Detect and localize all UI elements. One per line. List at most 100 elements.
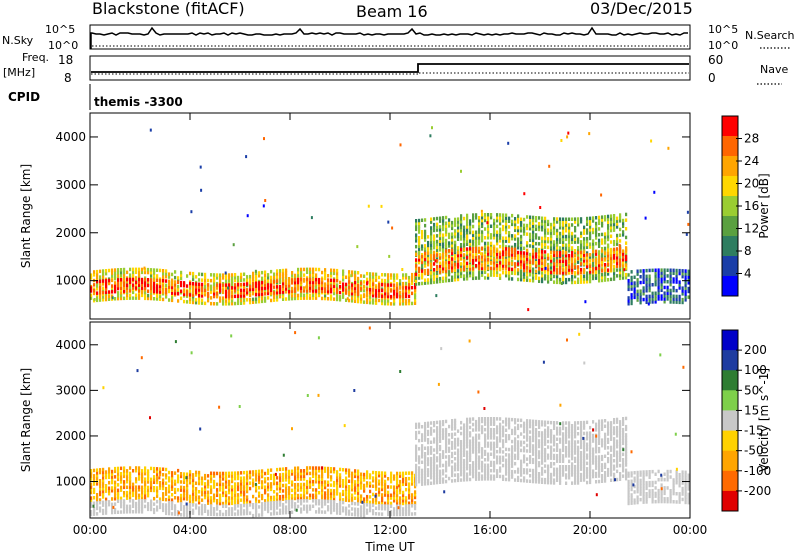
power-cell [375,298,378,302]
power-cell [114,284,117,288]
power-cell [460,266,463,270]
power-cell [559,240,562,244]
velocity-cell [511,428,514,433]
velocity-cell [430,467,433,472]
power-cell [387,302,390,306]
power-cell [99,269,102,274]
power-cell [421,253,424,257]
power-cell [520,249,523,253]
velocity-cell [520,459,523,464]
power-cell [448,272,451,277]
power-cell [445,233,448,237]
power-cell [294,296,297,301]
power-cell [580,280,583,284]
velocity-cell [222,477,225,481]
velocity-cell [336,473,339,477]
velocity-cell [520,432,523,436]
velocity-cell [378,482,381,486]
power-cell [532,233,535,237]
velocity-cell [415,482,418,487]
velocity-cell [541,466,544,471]
power-cell [475,244,478,249]
power-cell [657,294,660,298]
power-cell [102,282,105,286]
power-cell [354,270,357,275]
power-cell [559,262,562,266]
power-cell [414,295,417,300]
power-cell [619,256,622,260]
power-cell [384,291,387,296]
velocity-cell [505,469,508,473]
power-cell [508,219,511,223]
power-cell [153,287,156,291]
power-cell [583,250,586,254]
velocity-cell [538,425,541,429]
velocity-cell [405,487,408,492]
power-cell [586,277,589,281]
power-cell [369,283,372,288]
velocity-cell [90,482,93,487]
velocity-cell [553,440,556,444]
power-cell [249,297,252,302]
power-cell [472,236,475,240]
power-cell [366,287,369,292]
power-cell [481,218,484,223]
velocity-cell [174,471,177,475]
power-cell [433,280,436,284]
power-cell [544,225,547,229]
power-cell [378,291,381,295]
velocity-cell [490,419,493,424]
power-cell [141,289,144,293]
velocity-cell [93,490,96,494]
power-cell [496,249,499,253]
velocity-cell [487,452,490,456]
power-cell [478,266,481,271]
power-cell [117,283,120,288]
power-cell [556,246,559,250]
velocity-cell [487,417,490,421]
power-cell [102,279,105,283]
power-cell [571,251,574,255]
power-cell [369,295,372,299]
power-cell [243,282,246,287]
velocity-cell [538,444,541,449]
velocity-cell [345,476,348,480]
power-cell [378,275,381,280]
power-cell [210,278,213,283]
power-cell [439,276,442,281]
power-cell [433,274,436,279]
power-cell [427,257,430,261]
velocity-cell [276,487,279,491]
power-cell [285,281,288,285]
velocity-cell [544,428,547,433]
power-cell [442,219,445,223]
power-cell [514,242,517,247]
power-cell [636,278,639,282]
power-cell [439,216,442,220]
power-cell [565,259,568,264]
power-cell [481,255,484,259]
power-cell [622,233,625,237]
power-cell [630,278,633,283]
velocity-cell [258,477,261,482]
power-cell [448,249,451,253]
power-cell [502,227,505,232]
power-cell [487,260,490,265]
velocity-cell [183,488,186,493]
velocity-cell [183,494,186,498]
power-cell [427,268,430,273]
velocity-cell [514,426,517,430]
velocity-cell [309,496,312,500]
power-cell [466,247,469,251]
velocity-cell [96,482,99,486]
power-cell [508,277,511,281]
power-speckle [262,204,265,208]
velocity-cell [541,453,544,457]
power-cell [669,291,672,295]
power-speckle [346,297,349,301]
velocity-cell [366,497,369,502]
velocity-cell [538,477,541,481]
power-cell [496,224,499,229]
power-cell [574,226,577,230]
velocity-cell [297,493,300,498]
